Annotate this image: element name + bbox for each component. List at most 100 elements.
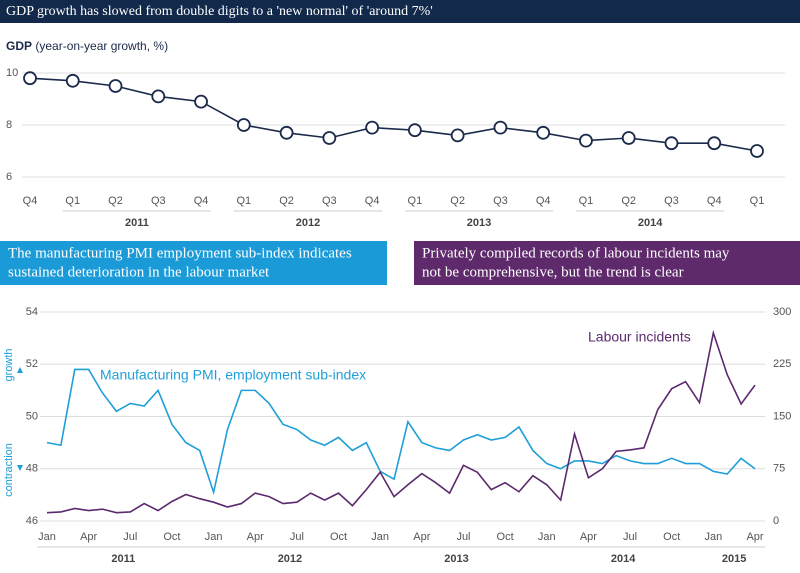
marker [579,133,593,148]
banner-text: The manufacturing PMI employment sub-ind… [8,245,352,261]
x-tick-label: Oct [663,531,680,543]
marker [750,144,764,158]
x-tick-label: Oct [163,531,180,543]
x-tick-label: Jul [623,531,637,543]
x-tick-label: Apr [80,531,97,543]
series-label: Manufacturing PMI, employment sub-index [100,367,366,383]
down-arrow [17,465,23,471]
marker [65,73,80,88]
marker [151,89,166,104]
x-tick-label: Q2 [108,195,123,207]
line [29,77,758,152]
marker [322,131,337,145]
x-tick-label: Q3 [151,195,166,207]
year-label: 2014 [638,217,663,229]
x-tick-label: Q2 [621,195,636,207]
x-tick-label: Oct [497,531,514,543]
x-tick-label: Q4 [365,195,380,207]
x-tick-label: Jan [538,531,556,543]
x-tick-label: Jul [123,531,137,543]
marker [536,125,551,140]
y2-tick-label: 300 [773,306,791,318]
marker [450,128,465,143]
axis-annotation: growth [3,348,15,381]
x-tick-label: Q4 [536,195,551,207]
x-tick-label: Q3 [664,195,679,207]
x-tick-label: Q1 [65,195,80,207]
marker [236,118,251,132]
y-tick-label: 46 [26,515,38,527]
year-label: 2012 [296,217,320,229]
x-tick-label: Jan [371,531,389,543]
title-bar [0,0,800,23]
y2-tick-label: 225 [773,358,791,370]
year-label: 2014 [611,553,636,565]
marker [707,136,722,151]
line [46,329,756,514]
banners: The manufacturing PMI employment sub-ind… [0,241,800,285]
marker [664,136,679,151]
y-axis-label: GDP (year-on-year growth, %) [6,39,168,53]
x-tick-label: Q1 [750,195,765,207]
x-tick-label: Jan [205,531,223,543]
x-tick-label: Jan [704,531,722,543]
axis-annotation: contraction [3,443,15,497]
y-tick-label: 10 [6,67,18,79]
marker [365,120,380,135]
x-tick-label: Q1 [579,195,594,207]
year-label: 2013 [467,217,491,229]
x-tick-label: Q4 [23,195,38,207]
y-tick-label: 54 [26,306,38,318]
marker [493,120,508,135]
pmi-chart: 46 48 50 52 54 0 75 150 225 300 Jan Apr Jul Oct Jan Apr… [3,306,791,565]
year-label: 2011 [111,553,135,565]
series-label: Labour incidents [588,329,691,345]
gdp-chart: 6 8 10 Q4 Q1 Q2 Q3 Q4 Q1 Q2 Q3 Q4 Q1 Q2 Q3 Q4 Q1 Q2 Q3 Q4 Q1… [6,67,785,229]
x-tick-label: Jul [456,531,470,543]
x-tick-label: Q2 [450,195,465,207]
line [46,368,756,496]
x-tick-label: Apr [580,531,597,543]
banner-text: Privately compiled records of labour inc… [422,245,730,261]
year-label: 2012 [278,553,302,565]
x-tick-label: Jan [38,531,56,543]
y-tick-label: 8 [6,119,12,131]
y2-tick-label: 150 [773,410,791,422]
x-tick-label: Q1 [236,195,251,207]
y-label: (year-on-year growth, %) [35,39,168,53]
marker [279,125,294,140]
banner [414,241,800,285]
y-label-bold: GDP [6,39,32,53]
y-tick-label: 52 [26,358,38,370]
marker [407,123,422,138]
y-tick-label: 6 [6,171,12,183]
banner [0,241,387,285]
marker [621,131,636,145]
marker [108,79,123,93]
marker [194,94,208,109]
x-tick-label: Q1 [408,195,423,207]
banner-text: sustained deterioration in the labour ma… [8,264,270,280]
x-tick-label: Q3 [493,195,508,207]
year-label: 2015 [722,553,746,565]
banner-text: not be comprehensive, but the trend is c… [422,264,684,280]
x-tick-label: Q3 [322,195,337,207]
x-tick-label: Q4 [194,195,209,207]
x-tick-label: Oct [330,531,347,543]
up-arrow [17,367,23,373]
year-label: 2011 [125,217,149,229]
x-tick-label: Apr [746,531,763,543]
x-tick-label: Q4 [707,195,722,207]
y2-tick-label: 75 [773,463,785,475]
x-tick-label: Apr [413,531,430,543]
title: GDP growth has slowed from double digits… [6,4,433,19]
y-tick-label: 50 [26,410,38,422]
marker [23,71,37,86]
x-tick-label: Apr [247,531,264,543]
year-label: 2013 [444,553,468,565]
x-tick-label: Jul [290,531,304,543]
y2-tick-label: 0 [773,515,779,527]
y-tick-label: 48 [26,463,38,475]
